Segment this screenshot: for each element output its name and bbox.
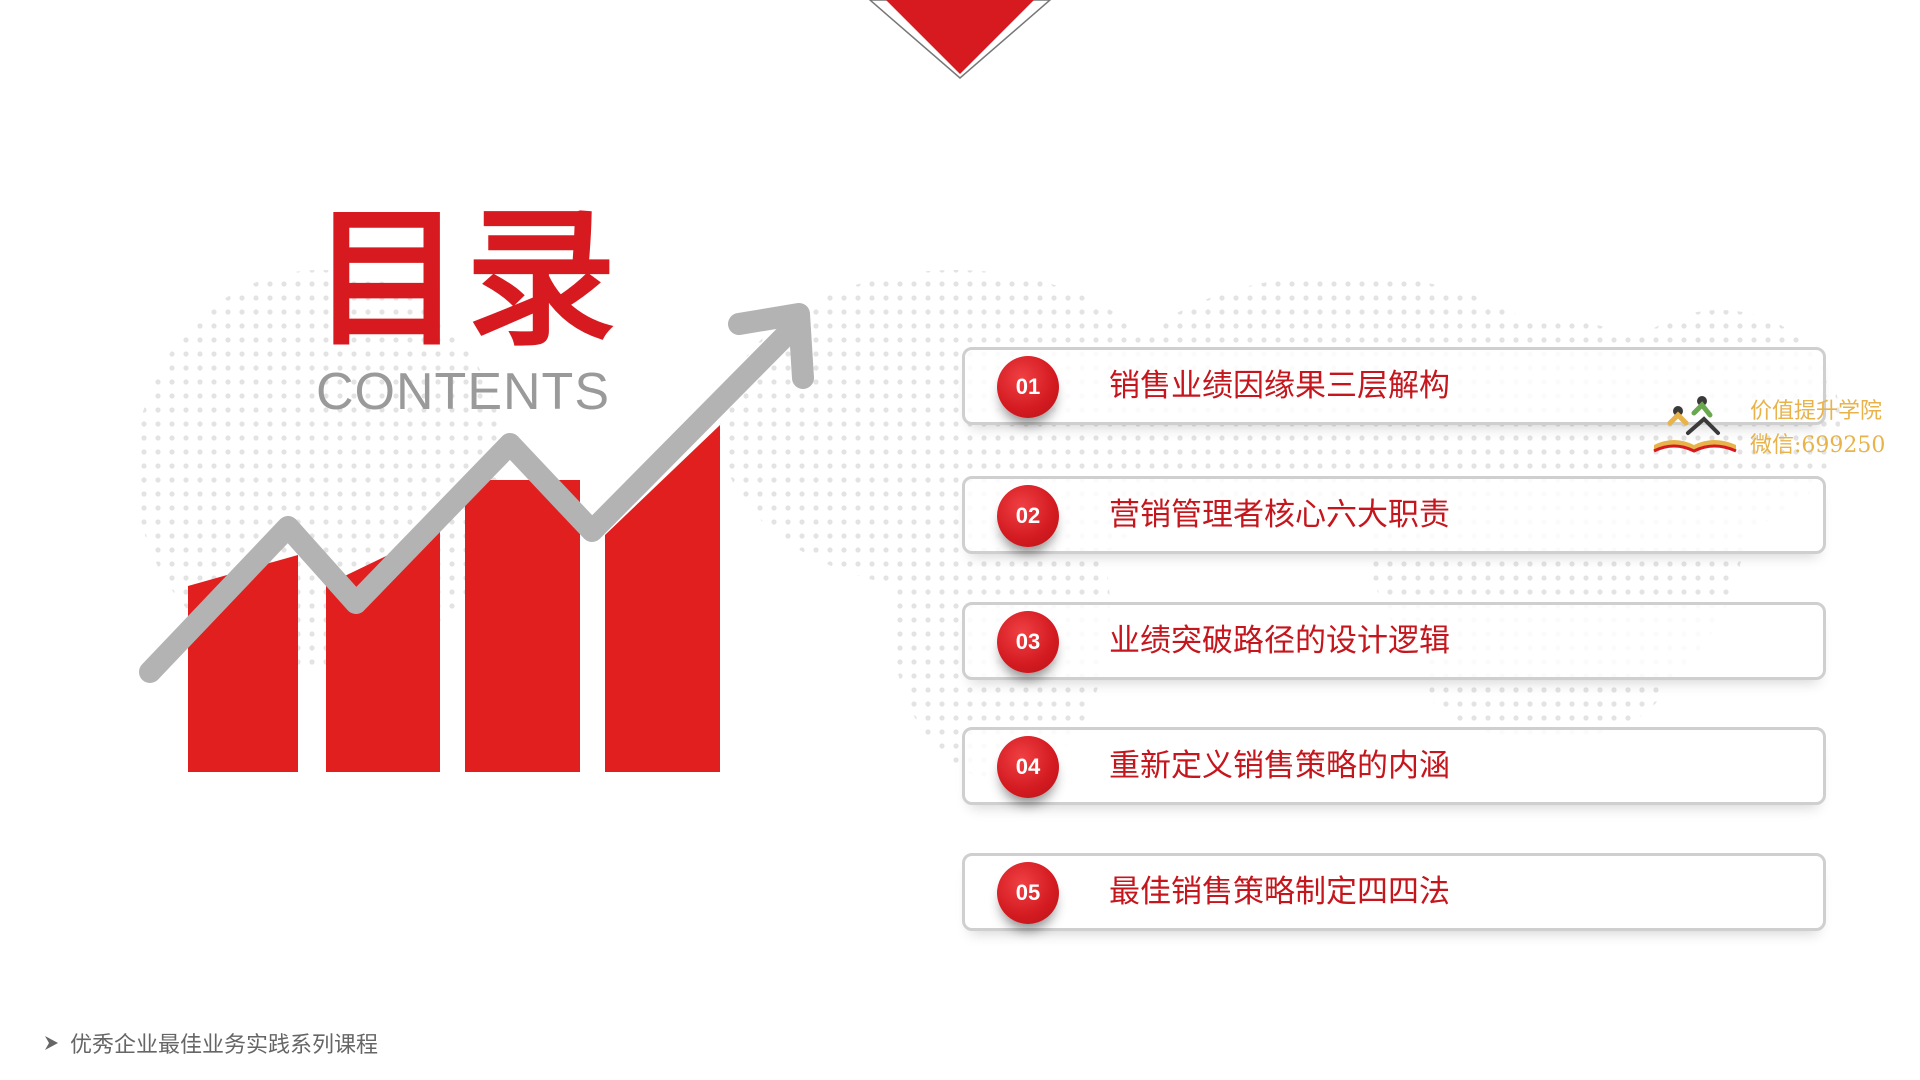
- top-triangle-marker: [868, 0, 1052, 79]
- toc-number-badge: 05: [997, 862, 1059, 924]
- growth-arrow-line: [139, 325, 796, 683]
- watermark-title: 价值提升学院: [1750, 399, 1883, 424]
- toc-item-3[interactable]: 03 业绩突破路径的设计逻辑: [962, 602, 1826, 680]
- toc-number-badge: 02: [997, 485, 1059, 547]
- toc-item-label: 重新定义销售策略的内涵: [1109, 748, 1450, 784]
- growth-chart-illustration: [139, 303, 814, 772]
- toc-number-badge: 03: [997, 611, 1059, 673]
- toc-item-label: 最佳销售策略制定四四法: [1109, 874, 1450, 910]
- footer: 优秀企业最佳业务实践系列课程: [42, 1028, 378, 1058]
- toc-number-badge: 01: [997, 356, 1059, 418]
- toc-number-badge: 04: [997, 736, 1059, 798]
- growth-bar-4: [605, 425, 720, 772]
- chevron-right-icon: [45, 1036, 58, 1050]
- toc-item-label: 营销管理者核心六大职责: [1109, 497, 1450, 533]
- page-subtitle: CONTENTS: [316, 363, 610, 421]
- toc-item-4[interactable]: 04 重新定义销售策略的内涵: [962, 727, 1826, 805]
- growth-bar-3: [465, 480, 580, 772]
- open-book-logo-icon: [1653, 396, 1737, 453]
- footer-course-series: 优秀企业最佳业务实践系列课程: [70, 1033, 379, 1058]
- toc-item-label: 销售业绩因缘果三层解构: [1109, 368, 1450, 404]
- toc-item-2[interactable]: 02 营销管理者核心六大职责: [962, 476, 1826, 554]
- toc-item-label: 业绩突破路径的设计逻辑: [1109, 623, 1450, 659]
- watermark-contact: 微信:699250: [1750, 433, 1886, 458]
- page-title: 目录: [312, 193, 621, 367]
- watermark: 价值提升学院 微信:699250: [1648, 385, 1908, 465]
- arrow-head-icon: [728, 303, 814, 389]
- toc-item-5[interactable]: 05 最佳销售策略制定四四法: [962, 853, 1826, 931]
